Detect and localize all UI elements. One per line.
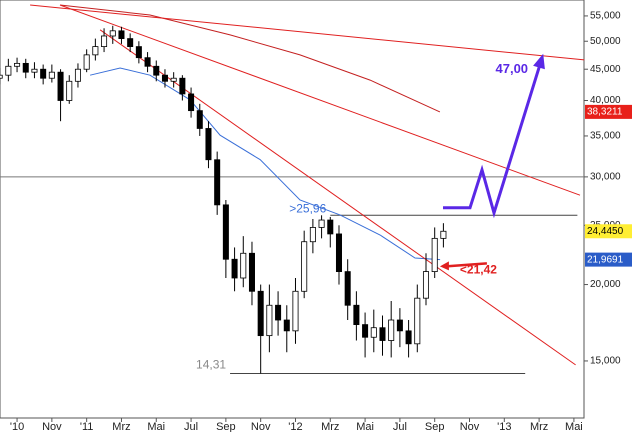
candle-body — [396, 319, 403, 332]
candle-body — [301, 241, 308, 292]
y-tick-label: 55,000 — [590, 11, 621, 22]
indicator-line — [59, 4, 581, 196]
projection-line — [443, 57, 544, 219]
candle-body — [214, 159, 221, 206]
candle-body — [92, 46, 99, 56]
candle-body — [144, 57, 151, 67]
candle-body — [66, 80, 73, 101]
candle-body — [240, 252, 247, 279]
candle-body — [196, 110, 203, 129]
indicator-line — [59, 4, 441, 113]
candle-body — [222, 204, 229, 260]
value-box — [585, 224, 632, 239]
x-tick-label: Mai — [356, 421, 374, 432]
candle-body — [153, 65, 160, 76]
value-box — [585, 252, 632, 267]
candle-body — [74, 68, 81, 82]
candle-body — [335, 233, 342, 272]
x-tick-label: '13 — [497, 421, 511, 432]
candle-body — [127, 38, 134, 48]
candle-body — [405, 330, 412, 345]
candle-body — [431, 237, 438, 272]
x-tick-label: Mrz — [321, 421, 339, 432]
plot-frame — [0, 0, 585, 419]
marker-head — [439, 261, 449, 271]
x-tick-label: Mai — [565, 421, 583, 432]
candle-body — [248, 252, 255, 292]
candle-body — [440, 230, 447, 239]
candle-body — [388, 319, 395, 341]
candle-body — [292, 290, 299, 332]
x-tick-label: '10 — [10, 421, 24, 432]
value-box — [585, 104, 632, 119]
value-box-label: 24,4450 — [587, 226, 624, 237]
y-tick-label: 35,000 — [590, 131, 621, 142]
candle-body — [170, 77, 177, 82]
candle-body — [83, 54, 90, 70]
candle-body — [14, 62, 21, 67]
candle-body — [188, 93, 195, 112]
indicator-line — [89, 67, 441, 261]
value-box-label: 21,9691 — [587, 254, 624, 265]
x-tick-label: Mrz — [112, 421, 130, 432]
x-tick-label: Nov — [42, 421, 62, 432]
y-tick-label: 15,000 — [590, 356, 621, 367]
indicator-line — [99, 29, 576, 366]
value-box-label: 38,3211 — [587, 107, 623, 118]
candle-body — [205, 128, 212, 161]
candle-body — [414, 297, 421, 345]
y-tick-label: 30,000 — [590, 172, 621, 183]
x-tick-label: '11 — [80, 421, 94, 432]
y-tick-label: 50,000 — [590, 36, 621, 47]
indicator-line — [30, 4, 585, 61]
candle-body — [57, 71, 64, 101]
candle-body — [40, 68, 47, 79]
candle-body — [344, 271, 351, 306]
candle-body — [31, 68, 38, 73]
y-tick-label: 45,000 — [590, 64, 621, 75]
candle-body — [422, 271, 430, 299]
candle-body — [231, 258, 238, 279]
candle-body — [22, 62, 29, 73]
x-tick-label: Nov — [251, 421, 271, 432]
x-tick-label: Mrz — [530, 421, 548, 432]
candle-body — [101, 35, 108, 48]
x-tick-label: Nov — [460, 421, 480, 432]
candle-body — [135, 46, 142, 59]
candle-body — [275, 304, 282, 321]
candle-body — [370, 327, 377, 338]
x-tick-label: Sep — [216, 421, 236, 432]
marker-label: <21,42 — [460, 263, 497, 277]
candle-body — [109, 30, 116, 37]
projection-label: 47,00 — [496, 61, 529, 76]
x-tick-label: Jul — [184, 421, 198, 432]
x-tick-label: Sep — [425, 421, 445, 432]
candle-body — [118, 30, 125, 39]
candle-body — [309, 227, 316, 243]
candle-body — [266, 304, 273, 337]
y-tick-label: 20,000 — [590, 279, 621, 290]
candle-body — [179, 77, 186, 95]
candle-body — [283, 319, 290, 332]
candle-body — [379, 327, 386, 341]
candle-body — [362, 324, 369, 338]
candle-body — [48, 71, 55, 79]
y-tick-label: 40,000 — [590, 95, 621, 106]
x-tick-label: Mai — [147, 421, 165, 432]
arrow-head — [533, 53, 545, 70]
x-tick-label: Jul — [393, 421, 407, 432]
candle-body — [161, 74, 168, 82]
candle-body — [0, 74, 3, 79]
candle-body — [327, 219, 334, 235]
level-label: 14,31 — [196, 358, 226, 372]
candle-body — [353, 304, 360, 326]
candle-body — [318, 219, 325, 228]
candle-body — [5, 65, 12, 76]
level-label: >25,96 — [289, 201, 326, 215]
candle-body — [257, 290, 264, 337]
marker-line — [445, 262, 487, 268]
x-tick-label: '12 — [288, 421, 302, 432]
